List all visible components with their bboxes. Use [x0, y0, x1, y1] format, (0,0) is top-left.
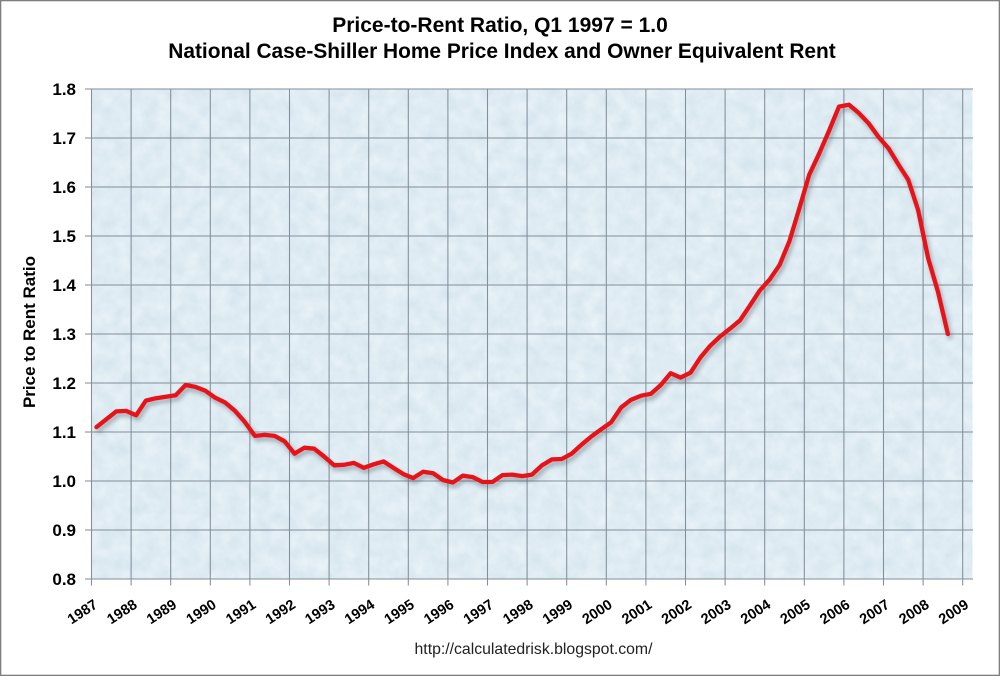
svg-text:1998: 1998 [501, 597, 537, 628]
svg-text:1990: 1990 [184, 597, 220, 628]
svg-text:1987: 1987 [65, 597, 101, 628]
svg-text:2005: 2005 [778, 597, 814, 628]
svg-text:1.6: 1.6 [52, 178, 76, 197]
svg-text:1991: 1991 [223, 597, 259, 628]
svg-text:1.1: 1.1 [52, 423, 76, 442]
svg-text:1989: 1989 [144, 597, 180, 628]
svg-text:1993: 1993 [303, 597, 339, 628]
svg-text:1.8: 1.8 [52, 80, 76, 99]
svg-text:1988: 1988 [105, 597, 141, 628]
svg-text:1.4: 1.4 [52, 276, 76, 295]
svg-text:0.9: 0.9 [52, 521, 76, 540]
svg-text:0.8: 0.8 [52, 570, 76, 589]
svg-text:2004: 2004 [738, 597, 774, 628]
svg-text:2008: 2008 [897, 597, 933, 628]
svg-text:Price to Rent Ratio: Price to Rent Ratio [20, 256, 39, 408]
svg-text:1997: 1997 [461, 597, 497, 628]
svg-text:1995: 1995 [382, 597, 418, 628]
svg-text:1.7: 1.7 [52, 129, 76, 148]
svg-text:1.2: 1.2 [52, 374, 76, 393]
svg-text:1.5: 1.5 [52, 227, 76, 246]
svg-text:2003: 2003 [699, 597, 735, 628]
svg-text:1.0: 1.0 [52, 472, 76, 491]
svg-text:2009: 2009 [936, 597, 972, 628]
svg-text:2007: 2007 [857, 597, 893, 628]
svg-text:1996: 1996 [421, 597, 457, 628]
svg-text:1992: 1992 [263, 597, 299, 628]
svg-text:http://calculatedrisk.blogspot: http://calculatedrisk.blogspot.com/ [415, 641, 654, 658]
svg-text:1994: 1994 [342, 597, 378, 628]
svg-text:1999: 1999 [540, 597, 576, 628]
svg-text:2001: 2001 [619, 597, 655, 628]
svg-text:1.3: 1.3 [52, 325, 76, 344]
svg-text:2000: 2000 [580, 597, 616, 628]
svg-text:Price-to-Rent Ratio, Q1 1997 =: Price-to-Rent Ratio, Q1 1997 = 1.0 [332, 14, 668, 37]
svg-text:2006: 2006 [817, 597, 853, 628]
svg-text:National Case-Shiller Home Pri: National Case-Shiller Home Price Index a… [168, 40, 836, 63]
svg-text:2002: 2002 [659, 597, 695, 628]
